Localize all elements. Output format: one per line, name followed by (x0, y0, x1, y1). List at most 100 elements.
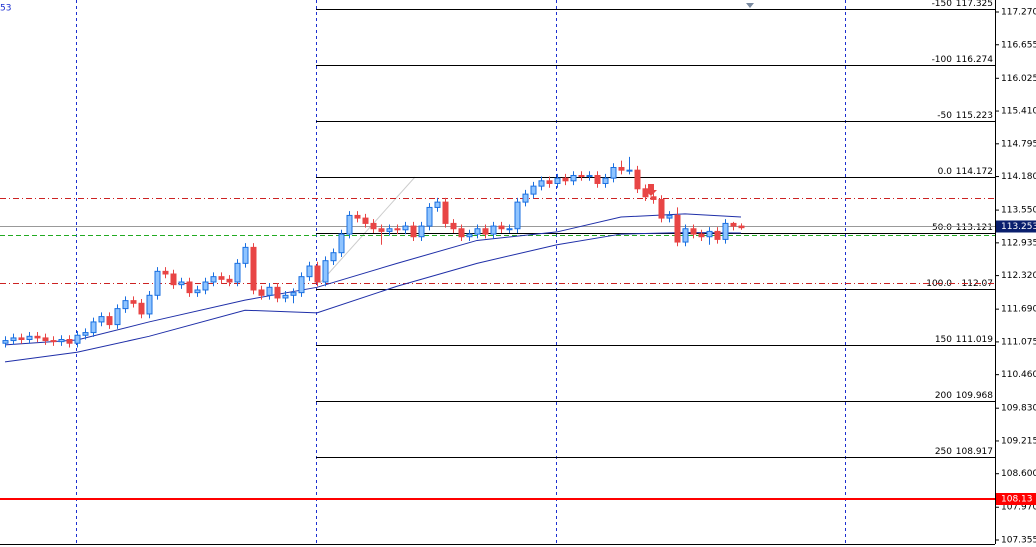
candle-body (2, 340, 9, 344)
candle-body (186, 281, 193, 294)
candle-body (546, 180, 553, 184)
y-tick-label: 114.180 (1001, 172, 1036, 182)
candle-body (242, 246, 249, 264)
fib-trendline (319, 176, 416, 284)
candle-body (266, 286, 273, 296)
candle-body (106, 316, 113, 326)
candle-body (562, 177, 569, 182)
fib-level: 150 (935, 335, 952, 345)
candle-body (298, 276, 305, 294)
y-tick-label: 117.270 (1001, 8, 1036, 18)
candle-body (714, 230, 721, 240)
y-tick-label: 107.355 (1001, 536, 1036, 546)
candle-body (346, 214, 353, 235)
candle-body (354, 214, 361, 219)
y-tick-label: 112.320 (1001, 271, 1036, 281)
fib-price: 113.121 (956, 223, 993, 233)
candle-body (538, 180, 545, 187)
price-box (996, 220, 1036, 233)
candle-body (290, 292, 297, 296)
y-tick-label: 114.795 (1001, 139, 1036, 149)
candle-body (210, 276, 217, 283)
candle-body (34, 335, 41, 339)
candle-body (450, 222, 457, 230)
candle-body (514, 201, 521, 230)
y-tick-label: 109.215 (1001, 436, 1036, 446)
candle-body (138, 302, 145, 315)
candle-body (730, 222, 737, 227)
candle-body (634, 169, 641, 190)
fib-price: 117.325 (956, 0, 993, 9)
alert-price: 108.13 (1001, 495, 1033, 505)
candle-body (362, 217, 369, 224)
candle-body (58, 339, 65, 343)
candle-body (738, 225, 745, 229)
candle-body (674, 214, 681, 243)
candle-body (314, 265, 321, 283)
candle-body (722, 222, 729, 240)
candle-body (202, 281, 209, 291)
y-tick-label: 115.410 (1001, 107, 1036, 117)
candle-body (418, 225, 425, 238)
fib-price: 111.019 (956, 335, 993, 345)
candle-body (482, 228, 489, 235)
fib-price: 109.968 (956, 391, 993, 401)
candle-body (522, 193, 529, 203)
candle-body (226, 278, 233, 283)
y-tick-label: 111.690 (1001, 305, 1036, 315)
candle-body (18, 337, 25, 341)
y-tick-label: 116.655 (1001, 40, 1036, 50)
fib-level: 250 (935, 447, 952, 457)
candle-body (554, 177, 561, 184)
candle-body (682, 228, 689, 243)
candle-body (50, 340, 57, 343)
candle-body (434, 201, 441, 208)
candle-body (234, 262, 241, 283)
candle-body (218, 276, 225, 280)
candle-body (98, 316, 105, 323)
alert-box (996, 493, 1036, 505)
fib-level: 200 (935, 391, 952, 401)
fib-price: 116.274 (956, 55, 993, 65)
candle-body (386, 228, 393, 232)
candle-body (650, 196, 657, 200)
y-tick-label: 110.460 (1001, 370, 1036, 380)
fib-level: -50 (937, 111, 952, 121)
moving-average (4, 231, 742, 363)
candle-body (466, 233, 473, 238)
candle-body (578, 174, 585, 178)
candle-body (642, 188, 649, 198)
candle-body (146, 294, 153, 315)
candle-body (530, 185, 537, 195)
fib-level: -100 (932, 55, 953, 65)
current-price: 113.253 (1001, 222, 1036, 232)
candle-body (690, 228, 697, 235)
candle-body (74, 334, 81, 344)
candle-body (618, 166, 625, 171)
candle-body (170, 273, 177, 286)
candle-body (90, 321, 97, 334)
candle-body (394, 228, 401, 231)
candle-body (66, 339, 73, 344)
candle-body (154, 270, 161, 296)
candle-body (162, 270, 169, 275)
candle-body (586, 174, 593, 178)
candle-body (378, 228, 385, 232)
candle-body (626, 169, 633, 172)
candle-body (570, 174, 577, 182)
y-tick-label: 116.025 (1001, 74, 1036, 84)
candle-body (410, 225, 417, 238)
candle-body (82, 332, 89, 336)
candle-body (338, 233, 345, 254)
candle-body (610, 166, 617, 179)
candle-body (370, 222, 377, 230)
candle-body (474, 228, 481, 235)
y-tick-label: 112.935 (1001, 238, 1036, 248)
candle-body (130, 300, 137, 304)
candle-body (194, 289, 201, 294)
candle-body (498, 225, 505, 230)
fib-level: -150 (932, 0, 953, 9)
corner-label: 53 (0, 4, 11, 14)
candle-body (330, 252, 337, 262)
